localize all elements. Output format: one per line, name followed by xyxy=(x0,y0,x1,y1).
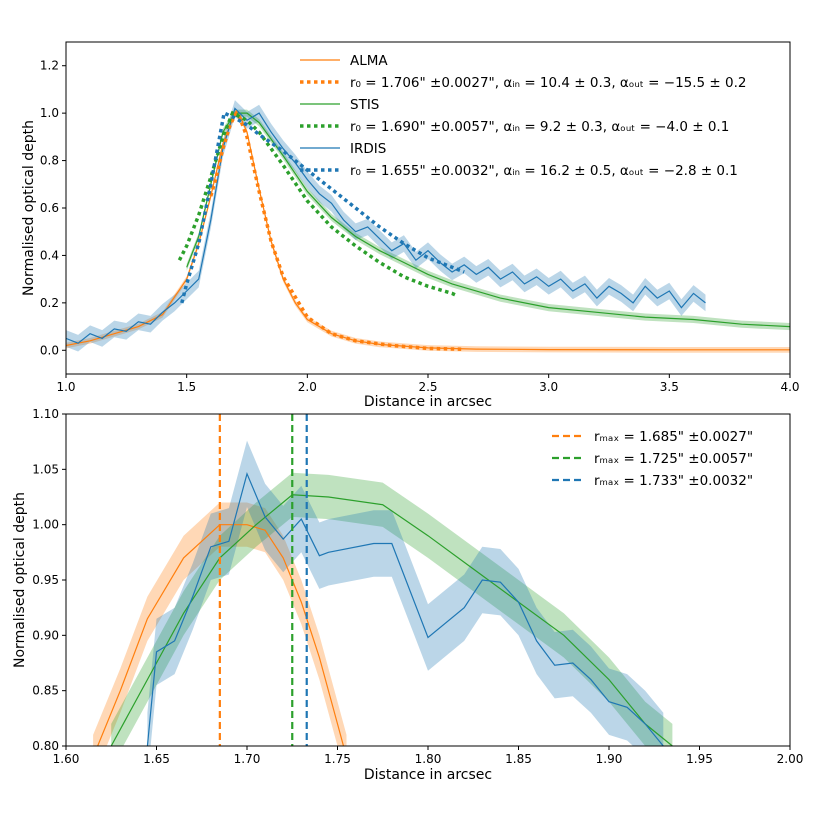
y-tick-label: 0.2 xyxy=(40,296,59,310)
x-tick-label: 1.80 xyxy=(415,752,442,766)
y-tick-label: 0.80 xyxy=(32,739,59,753)
x-tick-label: 2.5 xyxy=(418,380,437,394)
y-tick-label: 0.85 xyxy=(32,684,59,698)
y-tick-label: 0.4 xyxy=(40,248,59,262)
x-tick-label: 3.5 xyxy=(660,380,679,394)
x-tick-label: 1.65 xyxy=(143,752,170,766)
top-x-axis-label: Distance in arcsec xyxy=(364,394,492,410)
x-tick-label: 1.70 xyxy=(234,752,261,766)
y-tick-label: 1.00 xyxy=(32,518,59,532)
top-panel: 1.0 1.5 2.0 2.5 3.0 3.5 4.0 0.0 0.2 0.4 0.6 0.8 1.0 1… xyxy=(21,41,800,410)
legend-label: r₀ = 1.706" ±0.0027", αᵢₙ = 10.4 ± 0.3, … xyxy=(350,75,747,91)
series-alma-line xyxy=(96,524,345,746)
band-alma xyxy=(66,110,790,353)
band-alma xyxy=(93,502,347,746)
y-tick-label: 1.0 xyxy=(40,106,59,120)
legend-label: IRDIS xyxy=(350,141,386,157)
y-tick-label: 0.90 xyxy=(32,628,59,642)
top-panel-frame xyxy=(65,41,791,375)
x-tick-label: 1.75 xyxy=(324,752,351,766)
series-irdis-fit-line xyxy=(180,110,465,304)
legend-label: r₀ = 1.690" ±0.0057", αᵢₙ = 9.2 ± 0.3, α… xyxy=(350,119,729,135)
bottom-y-axis-label: Normalised optical depth xyxy=(12,492,28,668)
x-tick-label: 1.0 xyxy=(56,380,75,394)
y-tick-label: 0.6 xyxy=(40,201,59,215)
y-tick-label: 1.05 xyxy=(32,462,59,476)
y-tick-label: 1.10 xyxy=(32,407,59,421)
legend-label: rₘₐₓ = 1.733" ±0.0032" xyxy=(594,473,753,489)
x-tick-label: 2.00 xyxy=(777,752,804,766)
y-tick-label: 0.8 xyxy=(40,154,59,168)
series-irdis-line xyxy=(66,107,706,344)
legend-label: rₘₐₓ = 1.725" ±0.0057" xyxy=(594,451,753,467)
series-irdis-line xyxy=(146,471,664,746)
legend-label: STIS xyxy=(350,97,379,113)
x-tick-label: 4.0 xyxy=(780,380,799,394)
y-tick-label: 1.2 xyxy=(40,59,59,73)
bottom-legend: rₘₐₓ = 1.685" ±0.0027" rₘₐₓ = 1.725" ±0.0… xyxy=(552,429,753,489)
legend-label: r₀ = 1.655" ±0.0032", αᵢₙ = 16.2 ± 0.5, … xyxy=(350,163,738,179)
x-tick-label: 1.95 xyxy=(686,752,713,766)
legend-label: ALMA xyxy=(350,53,388,69)
x-tick-label: 1.60 xyxy=(53,752,80,766)
series-alma-fit-line xyxy=(209,109,465,352)
x-tick-label: 1.85 xyxy=(505,752,532,766)
bottom-panel: 1.60 1.65 1.70 1.75 1.80 1.85 1.90 1.95 2.00 0.80… xyxy=(12,407,803,783)
series-stis-line xyxy=(110,494,673,746)
top-legend: ALMA r₀ = 1.706" ±0.0027", αᵢₙ = 10.4 ± 0… xyxy=(300,53,747,179)
series-stis-line xyxy=(186,112,790,328)
y-tick-label: 0.0 xyxy=(40,343,59,357)
top-y-axis-label: Normalised optical depth xyxy=(21,120,37,296)
x-tick-label: 1.90 xyxy=(596,752,623,766)
legend-label: rₘₐₓ = 1.685" ±0.0027" xyxy=(594,429,753,445)
bottom-x-axis-label: Distance in arcsec xyxy=(364,767,492,783)
x-tick-label: 2.0 xyxy=(298,380,317,394)
band-irdis xyxy=(66,100,706,352)
series-alma-line xyxy=(66,112,790,351)
band-irdis xyxy=(147,440,664,746)
x-tick-label: 1.5 xyxy=(177,380,196,394)
x-tick-label: 3.0 xyxy=(539,380,558,394)
y-tick-label: 0.95 xyxy=(32,573,59,587)
band-stis xyxy=(111,472,673,746)
